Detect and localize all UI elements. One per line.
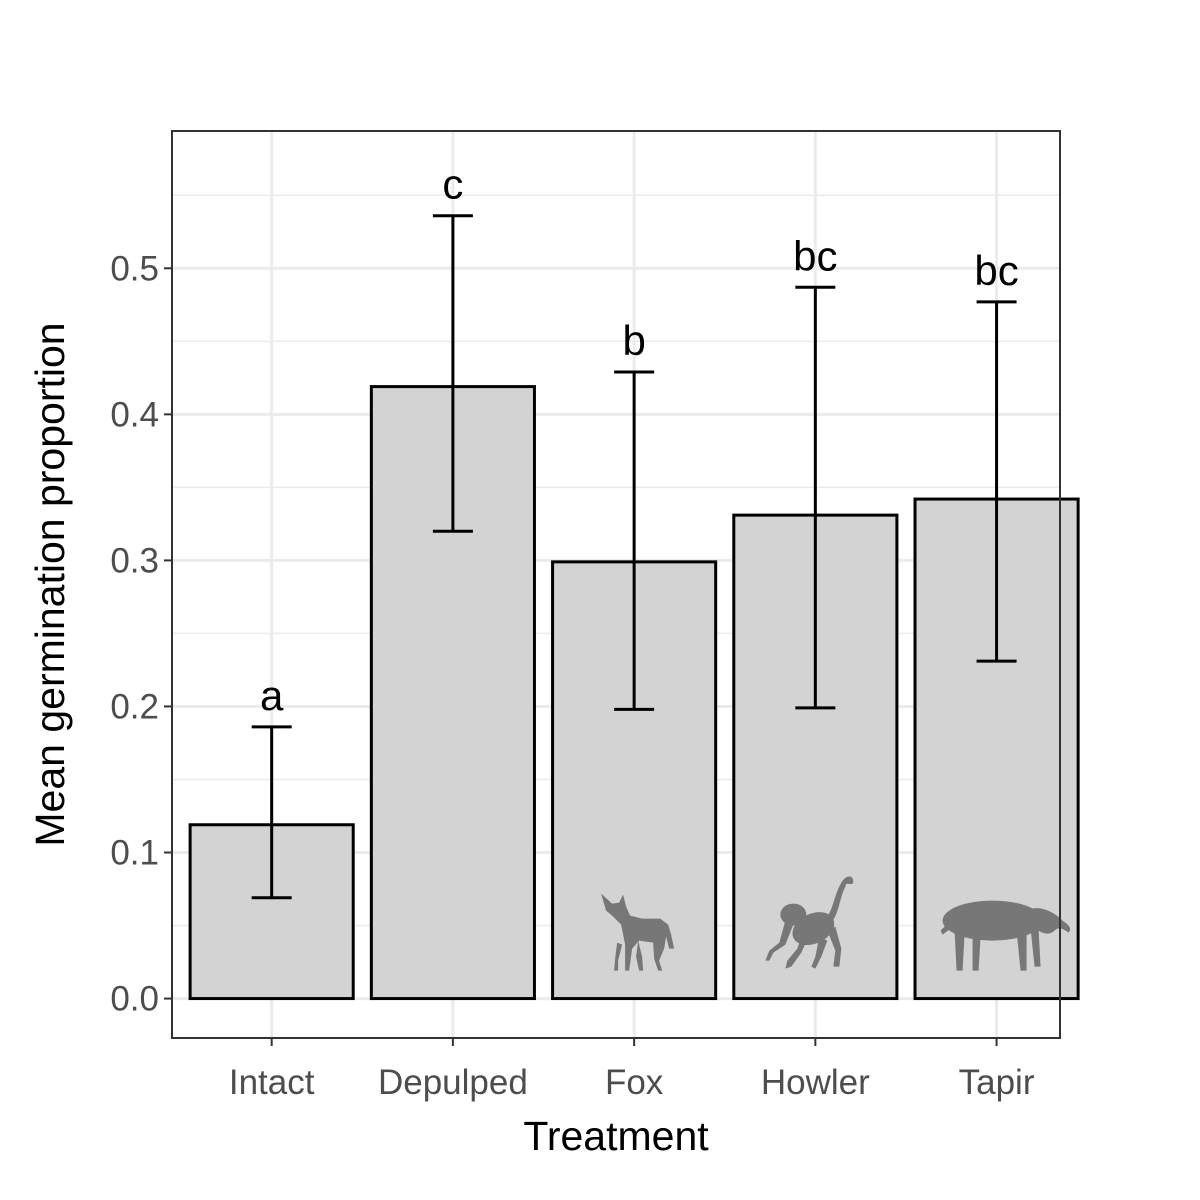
significance-label: bc xyxy=(974,247,1018,294)
tapir-icon-part xyxy=(954,930,965,971)
y-tick-label: 0.1 xyxy=(110,834,159,873)
y-tick-label: 0.3 xyxy=(110,541,159,580)
howler-monkey-icon-part xyxy=(785,930,810,969)
x-tick-label: Howler xyxy=(761,1063,870,1102)
x-axis-title: Treatment xyxy=(523,1113,709,1159)
axis-ticks: 0.0 0.1 0.2 0.3 0.4 0.5 Intact Depulped Fox Howle… xyxy=(110,249,1034,1102)
howler-monkey-icon-part xyxy=(811,936,828,969)
y-tick-label: 0.4 xyxy=(110,395,159,434)
fox-icon-part xyxy=(614,942,623,971)
tapir-icon-part xyxy=(1030,928,1041,967)
tapir-icon-part xyxy=(1016,930,1027,971)
significance-label: bc xyxy=(793,232,837,279)
error-bar-intact xyxy=(251,725,292,900)
error-bar-depulped xyxy=(432,214,473,533)
howler-monkey-icon-part xyxy=(765,920,794,961)
x-tick-label: Intact xyxy=(229,1063,315,1102)
x-tick-label: Depulped xyxy=(378,1063,528,1102)
tapir-icon xyxy=(940,900,1071,971)
x-tick-label: Fox xyxy=(605,1063,664,1102)
error-bar-fox xyxy=(614,370,655,711)
howler-monkey-icon xyxy=(765,876,854,969)
tapir-icon-part xyxy=(940,922,951,935)
significance-label: b xyxy=(622,317,645,364)
significance-label: a xyxy=(260,672,284,719)
fox-icon-part xyxy=(636,940,644,971)
tapir-icon-part xyxy=(972,934,981,971)
x-tick-label: Tapir xyxy=(959,1063,1035,1102)
significance-labels: a c b bc bc xyxy=(260,161,1019,719)
howler-monkey-icon-part xyxy=(827,926,842,967)
significance-label: c xyxy=(442,161,463,208)
panel-border xyxy=(171,130,1061,1039)
error-bars xyxy=(251,214,1017,900)
error-bar-tapir xyxy=(976,300,1017,663)
animal-icons xyxy=(601,876,1071,971)
howler-monkey-icon-part xyxy=(825,876,854,923)
y-tick-label: 0.0 xyxy=(110,980,159,1019)
y-tick-label: 0.5 xyxy=(110,249,159,288)
y-axis-title: Mean germination proportion xyxy=(27,322,73,846)
error-bar-howler xyxy=(795,285,836,710)
fox-icon-part xyxy=(601,893,675,971)
y-tick-label: 0.2 xyxy=(110,687,159,726)
fox-icon xyxy=(601,893,675,971)
bars xyxy=(188,385,1080,1001)
